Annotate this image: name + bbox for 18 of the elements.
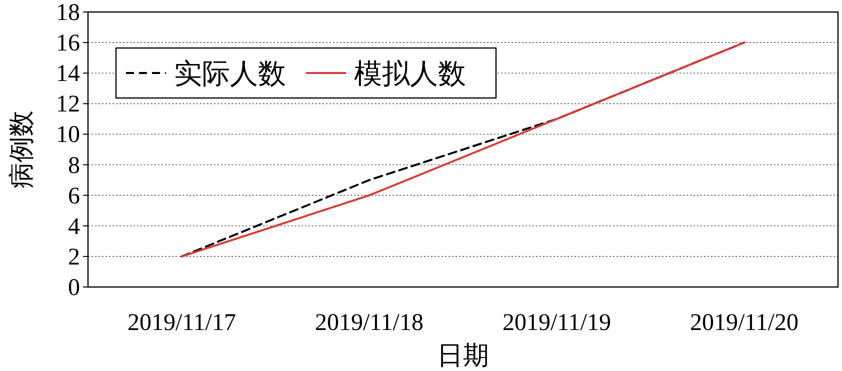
x-tick-label: 2019/11/17 <box>128 310 236 336</box>
x-tick-label: 2019/11/20 <box>690 310 798 336</box>
x-axis-title: 日期 <box>437 341 489 370</box>
y-tick-label: 6 <box>68 183 80 210</box>
y-tick-label: 12 <box>56 92 80 118</box>
y-tick-label: 18 <box>56 0 80 26</box>
x-tick-label: 2019/11/19 <box>502 310 611 336</box>
x-tick-label: 2019/11/18 <box>315 310 424 336</box>
y-tick-label: 4 <box>68 214 80 240</box>
legend-label: 实际人数 <box>174 59 286 90</box>
y-tick-label: 2 <box>68 244 80 270</box>
y-tick-label: 8 <box>68 152 80 179</box>
y-tick-label: 10 <box>56 122 80 148</box>
y-axis-title: 病例数 <box>7 110 36 188</box>
y-tick-label: 0 <box>68 275 80 301</box>
y-tick-label: 16 <box>56 30 80 57</box>
y-tick-label: 14 <box>56 61 80 88</box>
legend-label: 模拟人数 <box>354 59 466 90</box>
